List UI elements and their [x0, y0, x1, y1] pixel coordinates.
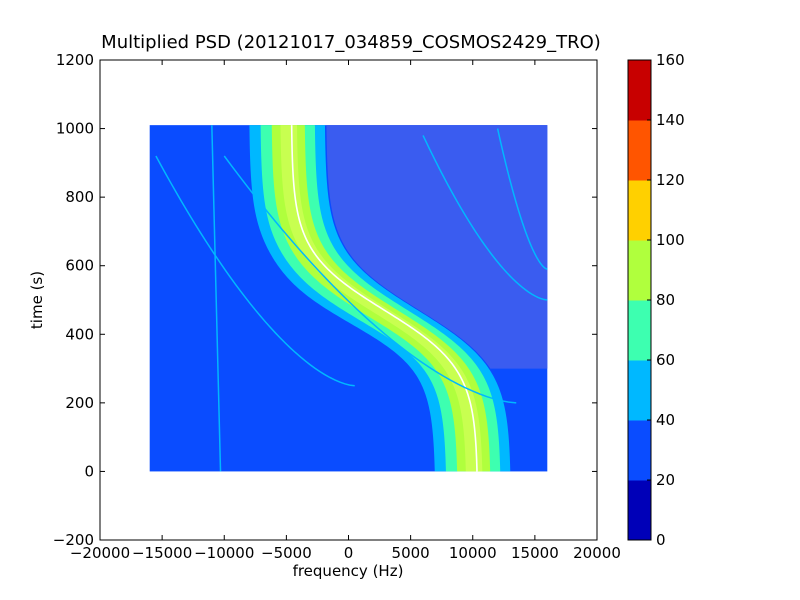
- trace-line-3: [422, 135, 548, 301]
- colorbar-tick-label: 160: [656, 51, 685, 69]
- colorbar-segment: [628, 300, 651, 361]
- colorbar-segment: [628, 120, 651, 181]
- colorbar: 0 20 40 60 80 100 120 140 160: [627, 51, 685, 549]
- x-tick-label: 10000: [449, 544, 497, 562]
- colorbar-tick-label: 20: [656, 471, 675, 489]
- y-axis: −200 0 200 400 600 800 1000 1200: [53, 51, 597, 549]
- y-tick-label: 1000: [56, 120, 94, 138]
- trace-line-1: [155, 155, 355, 387]
- band-level-2: [260, 125, 501, 472]
- colorbar-tick-label: 120: [656, 171, 685, 189]
- x-tick-label: −5000: [261, 544, 312, 562]
- heatmap-shaded-region: [326, 125, 548, 369]
- chart-title: Multiplied PSD (20121017_034859_COSMOS24…: [101, 32, 601, 53]
- trace-line-4: [496, 128, 548, 270]
- x-tick-label: 5000: [392, 544, 430, 562]
- colorbar-segment: [628, 60, 651, 121]
- colorbar-tick-label: 60: [656, 351, 675, 369]
- colorbar-tick-label: 140: [656, 111, 685, 129]
- y-axis-label: time (s): [28, 271, 46, 329]
- colorbar-segment: [628, 240, 651, 301]
- colorbar-tick-label: 0: [656, 531, 666, 549]
- y-tick-label: 400: [65, 325, 94, 343]
- x-tick-label: 20000: [573, 544, 621, 562]
- colorbar-segment: [628, 420, 651, 481]
- plot-area: [149, 125, 548, 472]
- x-tick-label: 15000: [511, 544, 559, 562]
- colorbar-tick-label: 40: [656, 411, 675, 429]
- colorbar-tick-label: 80: [656, 291, 675, 309]
- colorbar-segment: [628, 480, 651, 541]
- colorbar-segment: [628, 360, 651, 421]
- y-tick-label: 800: [65, 188, 94, 206]
- x-tick-label: −20000: [70, 544, 130, 562]
- x-tick-label: −10000: [194, 544, 254, 562]
- y-tick-label: 0: [84, 462, 94, 480]
- x-axis-label: frequency (Hz): [293, 562, 404, 580]
- colorbar-segment: [628, 180, 651, 241]
- y-tick-label: 200: [65, 394, 94, 412]
- colorbar-tick-label: 100: [656, 231, 685, 249]
- x-tick-label: −15000: [132, 544, 192, 562]
- x-axis: −20000 −15000 −10000 −5000 0 5000 10000 15000 20…: [70, 60, 621, 562]
- band-edge-line: [290, 125, 478, 472]
- y-tick-label: 1200: [56, 51, 94, 69]
- vertical-trace: [211, 125, 222, 472]
- x-tick-label: 0: [344, 544, 354, 562]
- y-tick-label: −200: [53, 531, 94, 549]
- trace-line-2: [223, 155, 517, 404]
- y-tick-label: 600: [65, 257, 94, 275]
